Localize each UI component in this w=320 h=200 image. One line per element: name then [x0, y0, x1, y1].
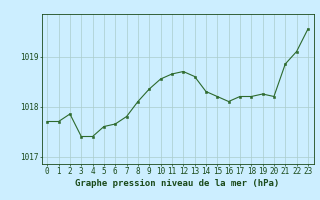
X-axis label: Graphe pression niveau de la mer (hPa): Graphe pression niveau de la mer (hPa) — [76, 179, 280, 188]
